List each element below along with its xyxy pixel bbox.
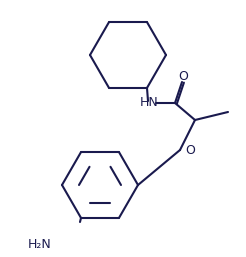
Text: HN: HN — [140, 96, 159, 109]
Text: H₂N: H₂N — [28, 238, 52, 252]
Text: O: O — [178, 70, 188, 84]
Text: O: O — [185, 143, 195, 157]
